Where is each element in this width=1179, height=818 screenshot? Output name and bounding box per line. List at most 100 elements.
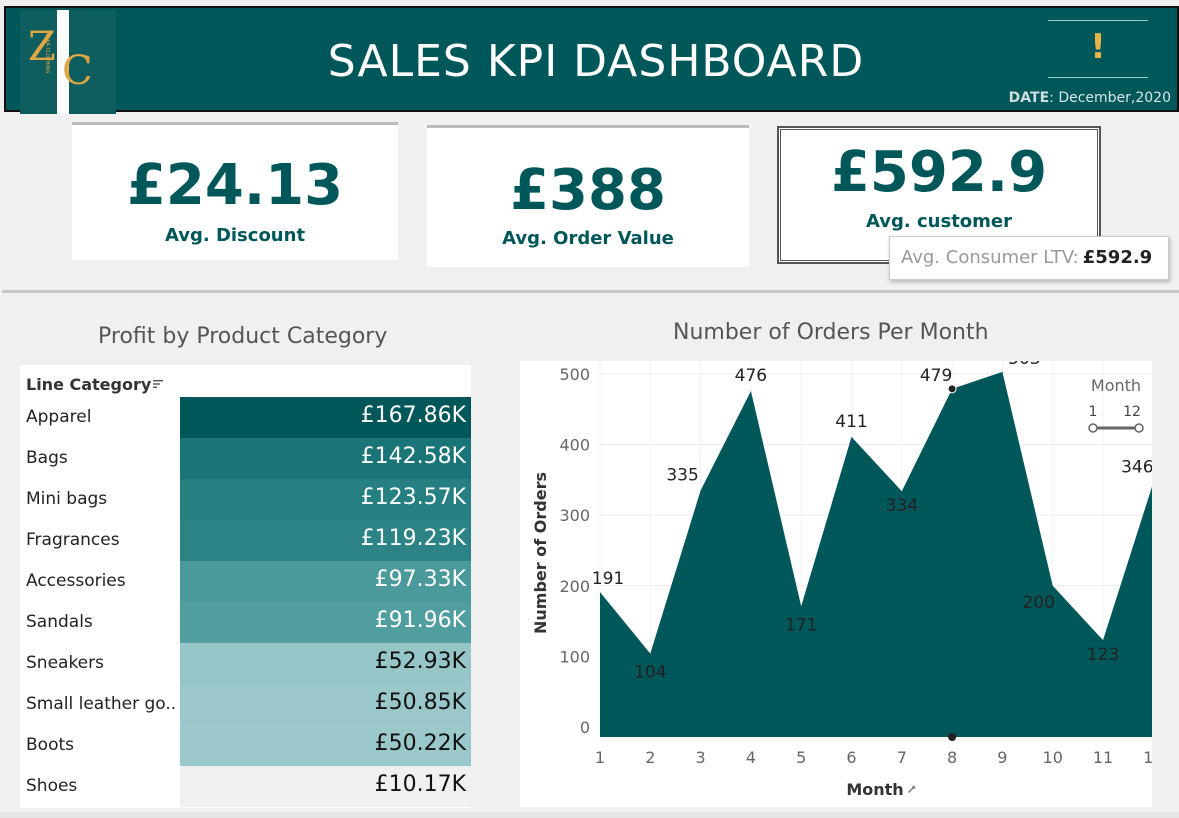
x-tick-label: 11 bbox=[1093, 748, 1113, 767]
table-row[interactable]: Apparel £167.86K bbox=[20, 397, 471, 438]
x-tick-label: 4 bbox=[746, 748, 756, 767]
range-legend-min: 1 bbox=[1089, 404, 1098, 420]
ltv-tooltip: Avg. Consumer LTV: £592.9 bbox=[889, 236, 1169, 280]
orders-per-month-chart: 0100200300400500123456789101112191104335… bbox=[520, 361, 1152, 807]
table-row[interactable]: Boots £50.22K bbox=[20, 725, 471, 766]
row-value-cell[interactable]: £119.23K bbox=[180, 520, 471, 561]
logo-letter-c: C bbox=[62, 48, 93, 94]
row-value: £167.86K bbox=[360, 403, 466, 428]
kpi-card-avg-order-value[interactable]: £388 Avg. Order Value bbox=[427, 125, 749, 267]
data-label: 200 bbox=[1022, 593, 1054, 613]
table-row[interactable]: Fragrances £119.23K bbox=[20, 520, 471, 561]
pin-icon[interactable] bbox=[908, 782, 916, 793]
alert-icon[interactable]: ! bbox=[1090, 27, 1106, 67]
data-label: 346 bbox=[1121, 458, 1152, 478]
row-value: £10.17K bbox=[374, 772, 466, 797]
profit-table-title: Profit by Product Category bbox=[98, 324, 388, 349]
row-category: Fragrances bbox=[26, 530, 120, 550]
y-tick-label: 100 bbox=[559, 647, 590, 666]
data-label: 411 bbox=[835, 412, 867, 432]
range-slider-min-handle[interactable] bbox=[1088, 423, 1098, 433]
kpi-label: Avg. Discount bbox=[164, 225, 306, 246]
data-label: 479 bbox=[920, 366, 952, 386]
row-value-cell[interactable]: £97.33K bbox=[180, 561, 471, 602]
y-tick-label: 500 bbox=[559, 365, 590, 384]
x-tick-label: 9 bbox=[997, 748, 1007, 767]
kpi-value: £592.9 bbox=[830, 140, 1048, 205]
kpi-value: £24.13 bbox=[126, 153, 344, 218]
row-value-cell[interactable]: £10.17K bbox=[180, 766, 471, 807]
row-value-cell[interactable]: £91.96K bbox=[180, 602, 471, 643]
y-tick-label: 0 bbox=[580, 718, 590, 737]
table-row[interactable]: Mini bags £123.57K bbox=[20, 479, 471, 520]
sort-icon[interactable] bbox=[152, 378, 164, 390]
kpi-label: Avg. Order Value bbox=[502, 228, 674, 249]
orders-chart-title: Number of Orders Per Month bbox=[673, 320, 989, 345]
row-category: Sneakers bbox=[26, 653, 104, 673]
kpi-card-avg-discount[interactable]: £24.13 Avg. Discount bbox=[72, 122, 398, 260]
alert-container[interactable]: ! bbox=[1048, 20, 1148, 78]
x-tick-label: 7 bbox=[897, 748, 907, 767]
dashboard-header: Z C ZELKA CLOTHING SALES KPI DASHBOARD !… bbox=[4, 6, 1179, 114]
data-label: 104 bbox=[634, 663, 666, 683]
row-value-cell[interactable]: £50.85K bbox=[180, 684, 471, 725]
table-row[interactable]: Shoes £10.17K bbox=[20, 766, 471, 807]
table-row[interactable]: Small leather go.. £50.85K bbox=[20, 684, 471, 725]
table-row[interactable]: Bags £142.58K bbox=[20, 438, 471, 479]
axis-point-marker bbox=[948, 733, 957, 741]
x-tick-label: 12 bbox=[1143, 748, 1152, 767]
kpi-value: £388 bbox=[510, 158, 666, 223]
x-axis-label: Month bbox=[846, 780, 903, 799]
data-label: 191 bbox=[592, 569, 624, 589]
orders-area-chart-svg: 0100200300400500123456789101112191104335… bbox=[531, 361, 1152, 799]
x-tick-label: 5 bbox=[796, 748, 806, 767]
data-label: 503 bbox=[1008, 361, 1040, 369]
range-slider-max-handle[interactable] bbox=[1134, 423, 1144, 433]
date-label: DATE bbox=[1008, 90, 1050, 106]
row-value: £52.93K bbox=[374, 649, 466, 674]
table-row[interactable]: Sandals £91.96K bbox=[20, 602, 471, 643]
row-value: £123.57K bbox=[360, 485, 466, 510]
row-value-cell[interactable]: £50.22K bbox=[180, 725, 471, 766]
row-category: Shoes bbox=[26, 776, 78, 796]
report-date: DATE: December,2020 bbox=[1009, 90, 1171, 106]
data-label: 171 bbox=[785, 615, 817, 635]
y-tick-label: 200 bbox=[559, 577, 590, 596]
y-axis-label: Number of Orders bbox=[531, 472, 550, 634]
y-tick-label: 300 bbox=[559, 506, 590, 525]
tooltip-label: Avg. Consumer LTV: bbox=[901, 247, 1079, 268]
logo-letter-z: Z bbox=[28, 24, 56, 70]
row-category: Boots bbox=[26, 735, 74, 755]
row-category: Small leather go.. bbox=[26, 694, 177, 714]
row-category: Apparel bbox=[26, 407, 92, 427]
orders-area-series bbox=[600, 371, 1152, 737]
range-legend-max: 12 bbox=[1123, 404, 1141, 420]
row-value: £50.22K bbox=[374, 731, 466, 756]
x-tick-label: 1 bbox=[595, 748, 605, 767]
row-category: Accessories bbox=[26, 571, 126, 591]
row-value: £91.96K bbox=[374, 608, 466, 633]
dashboard-title: SALES KPI DASHBOARD bbox=[327, 36, 865, 87]
table-row[interactable]: Sneakers £52.93K bbox=[20, 643, 471, 684]
x-tick-label: 10 bbox=[1043, 748, 1063, 767]
row-value: £97.33K bbox=[374, 567, 466, 592]
x-tick-label: 6 bbox=[846, 748, 856, 767]
row-value-cell[interactable]: £167.86K bbox=[180, 397, 471, 438]
row-value: £142.58K bbox=[360, 444, 466, 469]
row-value-cell[interactable]: £123.57K bbox=[180, 479, 471, 520]
section-divider bbox=[2, 290, 1179, 293]
x-tick-label: 3 bbox=[696, 748, 706, 767]
row-category: Mini bags bbox=[26, 489, 108, 509]
data-label: 476 bbox=[735, 366, 767, 386]
range-legend-title: Month bbox=[1091, 376, 1141, 395]
logo-tiny-text: ZELKA CLOTHING bbox=[44, 30, 50, 74]
column-header-line-category[interactable]: Line Category bbox=[26, 375, 152, 394]
row-category: Sandals bbox=[26, 612, 93, 632]
brand-logo: Z C ZELKA CLOTHING bbox=[20, 10, 116, 114]
row-value: £119.23K bbox=[360, 526, 466, 551]
row-value-cell[interactable]: £52.93K bbox=[180, 643, 471, 684]
data-label: 123 bbox=[1087, 645, 1119, 665]
row-value-cell[interactable]: £142.58K bbox=[180, 438, 471, 479]
data-label: 334 bbox=[886, 496, 918, 516]
table-row[interactable]: Accessories £97.33K bbox=[20, 561, 471, 602]
